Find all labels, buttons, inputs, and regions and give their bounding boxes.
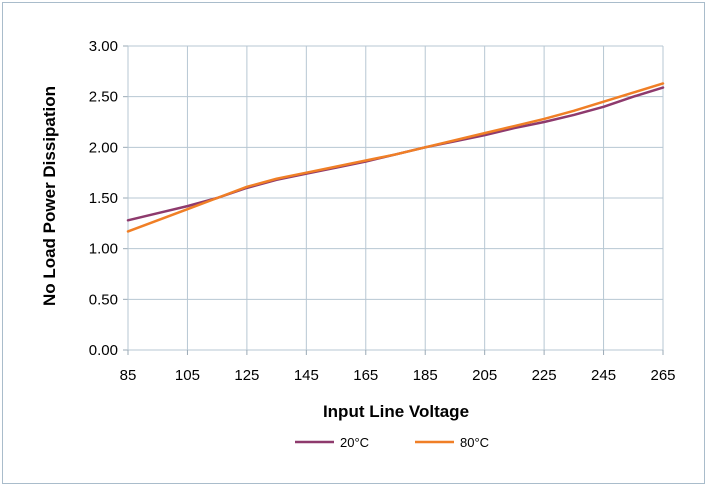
y-tick-label: 2.00 [89, 139, 118, 156]
series-lines [126, 82, 665, 233]
y-tick-labels: 0.00 0.50 1.00 1.50 2.00 2.50 3.00 [89, 38, 118, 359]
y-tick-label: 1.00 [89, 241, 118, 258]
x-tick-label: 205 [472, 367, 497, 384]
x-axis-title: Input Line Voltage [323, 402, 469, 421]
x-tick-label: 145 [294, 367, 319, 384]
legend-label-20c: 20°C [340, 435, 369, 450]
chart-frame [2, 2, 705, 484]
x-tick-label: 245 [591, 367, 616, 384]
legend-label-80c: 80°C [460, 435, 489, 450]
x-tick-label: 165 [353, 367, 378, 384]
x-tick-label: 225 [532, 367, 557, 384]
y-tick-label: 2.50 [89, 89, 118, 106]
grid [123, 45, 664, 355]
x-tick-label: 105 [175, 367, 200, 384]
series-line-1 [126, 82, 665, 233]
x-tick-labels: 85 105 125 145 165 185 205 225 245 265 [120, 367, 676, 384]
x-tick-label: 85 [120, 367, 137, 384]
y-tick-label: 3.00 [89, 38, 118, 55]
x-tick-label: 185 [413, 367, 438, 384]
legend: 20°C 80°C [295, 435, 489, 450]
x-tick-label: 265 [650, 367, 675, 384]
y-tick-label: 1.50 [89, 190, 118, 207]
y-axis-title: No Load Power Dissipation [40, 86, 59, 306]
x-tick-label: 125 [234, 367, 259, 384]
y-tick-label: 0.00 [89, 342, 118, 359]
y-tick-label: 0.50 [89, 291, 118, 308]
